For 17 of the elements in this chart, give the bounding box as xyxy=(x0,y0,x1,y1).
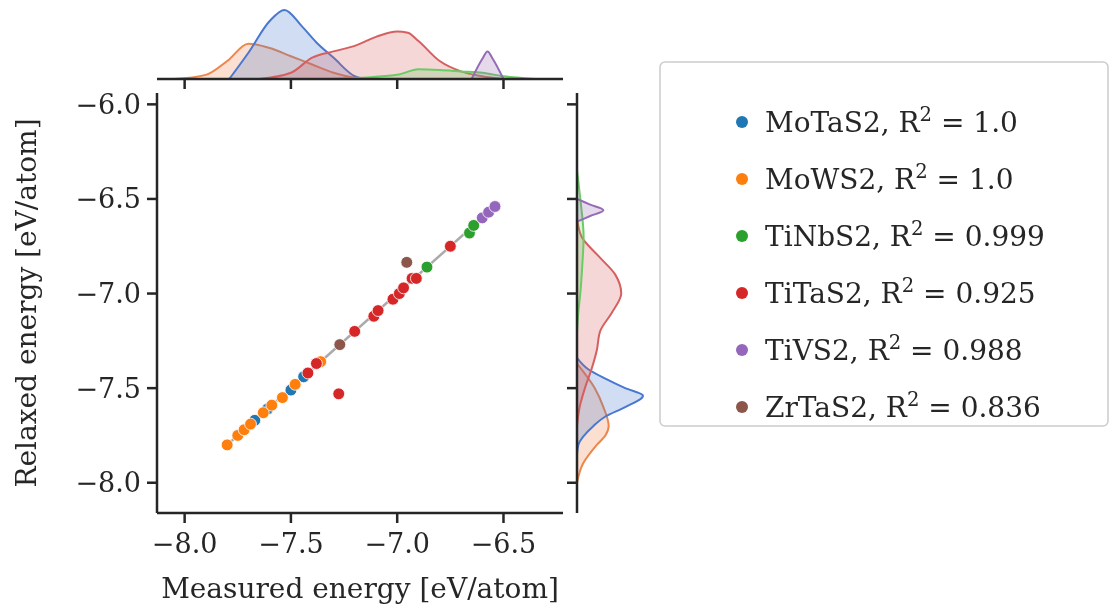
legend-label: MoWS2, R$^{2}$ = 1.0 xyxy=(765,159,1014,196)
y-tick-label: −7.0 xyxy=(75,277,141,309)
legend-label: MoTaS2, R$^{2}$ = 1.0 xyxy=(765,102,1018,139)
legend-label: TiTaS2, R$^{2}$ = 0.925 xyxy=(765,273,1036,310)
legend-label: ZrTaS2, R$^{2}$ = 0.836 xyxy=(765,387,1041,424)
x-tick-label: −6.5 xyxy=(470,528,537,559)
legend-label: TiNbS2, R$^{2}$ = 0.999 xyxy=(765,216,1045,253)
x-tick-label: −7.0 xyxy=(364,528,430,559)
y-tick-label: −6.0 xyxy=(75,88,141,120)
y-tick-label: −7.5 xyxy=(75,372,141,404)
x-tick-label: −8.0 xyxy=(151,528,218,559)
y-tick-label: −8.0 xyxy=(75,467,141,499)
x-tick-label: −7.5 xyxy=(258,528,324,559)
legend-label: TiVS2, R$^{2}$ = 0.988 xyxy=(765,330,1023,367)
y-axis-title: Relaxed energy [eV/atom] xyxy=(10,118,43,488)
y-tick-label: −6.5 xyxy=(75,183,141,215)
x-axis-title: Measured energy [eV/atom] xyxy=(161,572,559,605)
